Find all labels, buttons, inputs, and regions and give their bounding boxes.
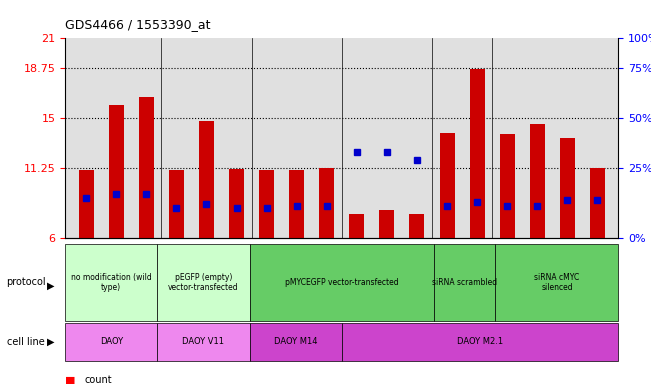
Text: DAOY M2.1: DAOY M2.1 <box>457 337 503 346</box>
Text: DAOY: DAOY <box>100 337 123 346</box>
Text: siRNA scrambled: siRNA scrambled <box>432 278 497 287</box>
Bar <box>79 170 94 238</box>
Text: no modification (wild
type): no modification (wild type) <box>71 273 152 292</box>
Bar <box>380 210 395 238</box>
Bar <box>319 168 334 238</box>
Bar <box>500 134 515 238</box>
Bar <box>169 170 184 238</box>
Bar <box>109 105 124 238</box>
Bar <box>590 167 605 238</box>
Text: cell line: cell line <box>7 337 44 347</box>
Bar <box>530 124 545 238</box>
Text: ▶: ▶ <box>47 281 55 291</box>
Text: pEGFP (empty)
vector-transfected: pEGFP (empty) vector-transfected <box>168 273 239 292</box>
Bar <box>409 214 424 238</box>
Bar <box>259 170 274 238</box>
Text: pMYCEGFP vector-transfected: pMYCEGFP vector-transfected <box>285 278 398 287</box>
Text: ■: ■ <box>65 375 76 384</box>
Text: DAOY M14: DAOY M14 <box>274 337 318 346</box>
Bar <box>560 138 575 238</box>
Bar <box>199 121 214 238</box>
Bar <box>350 214 365 238</box>
Text: siRNA cMYC
silenced: siRNA cMYC silenced <box>534 273 579 292</box>
Bar <box>439 133 454 238</box>
Text: DAOY V11: DAOY V11 <box>182 337 225 346</box>
Text: ▶: ▶ <box>47 337 55 347</box>
Text: GDS4466 / 1553390_at: GDS4466 / 1553390_at <box>65 18 211 31</box>
Bar <box>229 169 244 238</box>
Bar <box>139 97 154 238</box>
Text: count: count <box>85 375 112 384</box>
Bar <box>289 170 304 238</box>
Bar <box>469 69 484 238</box>
Text: protocol: protocol <box>7 277 46 287</box>
